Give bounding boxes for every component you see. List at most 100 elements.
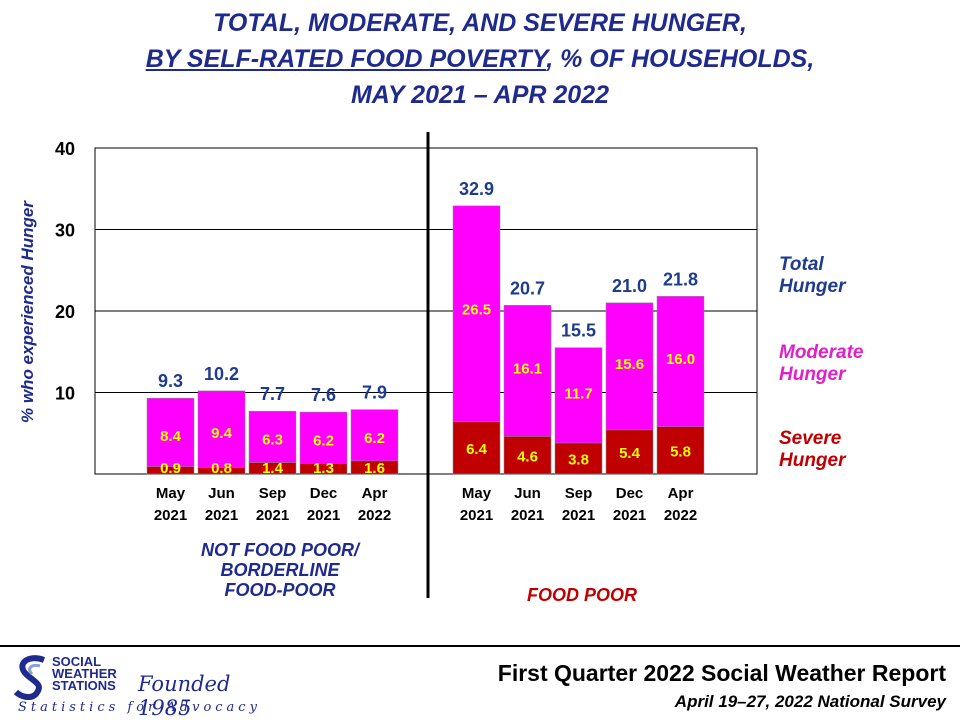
total-label: 21.0 xyxy=(612,276,647,296)
moderate-label: 26.5 xyxy=(462,302,491,319)
bar-moderate xyxy=(452,205,501,423)
x-tick-label-month: Jun xyxy=(208,485,235,502)
total-label: 21.8 xyxy=(663,269,698,289)
group-label: FOOD POOR xyxy=(527,585,637,605)
y-tick-label: 10 xyxy=(55,384,75,404)
severe-label: 5.8 xyxy=(670,443,691,460)
bar-severe xyxy=(605,429,654,475)
moderate-label: 16.0 xyxy=(666,351,695,368)
legend-entry: Hunger xyxy=(779,364,847,385)
total-label: 15.5 xyxy=(561,321,596,341)
group-label: FOOD-POOR xyxy=(225,580,336,600)
moderate-label: 8.4 xyxy=(160,428,182,445)
x-tick-label-month: Sep xyxy=(565,485,593,502)
bar-moderate xyxy=(605,302,654,431)
bar-severe xyxy=(146,466,195,475)
bar-severe xyxy=(656,426,705,475)
footer-divider xyxy=(0,645,960,647)
total-label: 32.9 xyxy=(459,179,494,199)
x-tick-label-month: May xyxy=(462,485,492,502)
sws-name-line: WEATHER xyxy=(52,666,117,681)
sws-name-line: STATIONS xyxy=(52,678,116,693)
chart-title-line1: TOTAL, MODERATE, AND SEVERE HUNGER, xyxy=(213,9,747,37)
moderate-label: 11.7 xyxy=(564,385,592,402)
moderate-label: 6.3 xyxy=(262,431,283,448)
bar-severe xyxy=(503,436,552,475)
x-tick-label-year: 2021 xyxy=(460,507,493,524)
severe-label: 0.9 xyxy=(160,460,181,477)
severe-label: 6.4 xyxy=(466,441,488,458)
moderate-label: 6.2 xyxy=(313,432,334,449)
bar-moderate xyxy=(554,347,603,444)
total-label: 7.7 xyxy=(260,384,285,404)
x-tick-label-month: Apr xyxy=(362,485,388,502)
group-label: NOT FOOD POOR/ xyxy=(201,540,361,560)
x-tick-label-year: 2021 xyxy=(562,507,595,524)
bar-moderate xyxy=(656,296,705,427)
chart-title-underlined: BY SELF-RATED FOOD POVERTY xyxy=(145,45,547,73)
severe-label: 4.6 xyxy=(517,448,538,465)
x-tick-label-year: 2021 xyxy=(205,507,238,524)
y-axis-label: % who experienced Hunger xyxy=(18,200,37,423)
moderate-label: 15.6 xyxy=(615,356,644,373)
bar-severe xyxy=(452,421,501,475)
severe-label: 1.6 xyxy=(364,460,385,477)
hunger-chart: 10 20 30 40 % who experienced Hunger 9.3 8.4 0.… xyxy=(18,132,864,605)
total-label: 9.3 xyxy=(158,371,183,391)
severe-label: 1.3 xyxy=(313,460,334,477)
bar-moderate xyxy=(350,409,399,462)
severe-label: 0.8 xyxy=(211,460,232,477)
severe-label: 1.4 xyxy=(262,460,284,477)
group-label: BORDERLINE xyxy=(220,560,340,580)
total-label: 10.2 xyxy=(204,364,239,384)
x-tick-label-month: Jun xyxy=(514,485,541,502)
y-tick-label: 20 xyxy=(55,302,75,322)
bar-severe xyxy=(248,462,297,475)
sws-name-line: SOCIAL xyxy=(52,654,102,669)
chart-title-rest: , % OF HOUSEHOLDS, xyxy=(546,45,815,73)
legend-entry: Severe xyxy=(779,428,842,449)
sws-swirl-icon xyxy=(14,655,46,700)
chart-title-line2: BY SELF-RATED FOOD POVERTY, % OF HOUSEHO… xyxy=(0,42,960,76)
bar-severe xyxy=(350,460,399,475)
x-tick-label-month: Dec xyxy=(616,485,644,502)
moderate-label: 6.2 xyxy=(364,430,385,447)
bar-moderate xyxy=(146,397,195,467)
bar-severe xyxy=(299,463,348,475)
x-tick-label-year: 2021 xyxy=(256,507,289,524)
sws-founded: Founded 1985 xyxy=(138,672,231,720)
legend-entry: Hunger xyxy=(779,276,847,297)
x-tick-label-year: 2021 xyxy=(154,507,187,524)
x-tick-label-month: Sep xyxy=(259,485,287,502)
moderate-label: 16.1 xyxy=(513,360,542,377)
x-tick-label-month: Apr xyxy=(668,485,694,502)
severe-label: 3.8 xyxy=(568,452,589,469)
report-title: First Quarter 2022 Social Weather Report xyxy=(497,660,946,686)
sws-tagline: Statistics for Advocacy xyxy=(18,700,261,715)
x-tick-label-year: 2022 xyxy=(358,507,391,524)
severe-label: 5.4 xyxy=(619,445,641,462)
bar-severe xyxy=(197,467,246,475)
y-tick-label: 30 xyxy=(55,221,75,241)
x-tick-label-year: 2021 xyxy=(613,507,646,524)
x-tick-label-month: Dec xyxy=(310,485,338,502)
sws-logo: SOCIAL WEATHER STATIONS Founded 1985 Sta… xyxy=(12,652,272,720)
bar-moderate xyxy=(248,410,297,463)
x-tick-label-year: 2021 xyxy=(307,507,340,524)
x-tick-label-year: 2022 xyxy=(664,507,697,524)
y-tick-label: 40 xyxy=(55,139,75,159)
bar-moderate xyxy=(197,390,246,468)
legend-entry: Moderate xyxy=(779,342,864,363)
legend-entry: Hunger xyxy=(779,450,847,471)
survey-date: April 19–27, 2022 National Survey xyxy=(674,692,946,711)
legend-entry: Total xyxy=(779,254,824,275)
total-label: 7.6 xyxy=(311,385,336,405)
bar-moderate xyxy=(503,305,552,437)
sws-name: SOCIAL WEATHER STATIONS xyxy=(52,654,117,693)
x-tick-label-month: May xyxy=(156,485,186,502)
x-tick-label-year: 2021 xyxy=(511,507,544,524)
total-label: 7.9 xyxy=(362,383,387,403)
bar-severe xyxy=(554,442,603,475)
chart-title-line3: MAY 2021 – APR 2022 xyxy=(350,81,610,109)
moderate-label: 9.4 xyxy=(211,425,233,442)
